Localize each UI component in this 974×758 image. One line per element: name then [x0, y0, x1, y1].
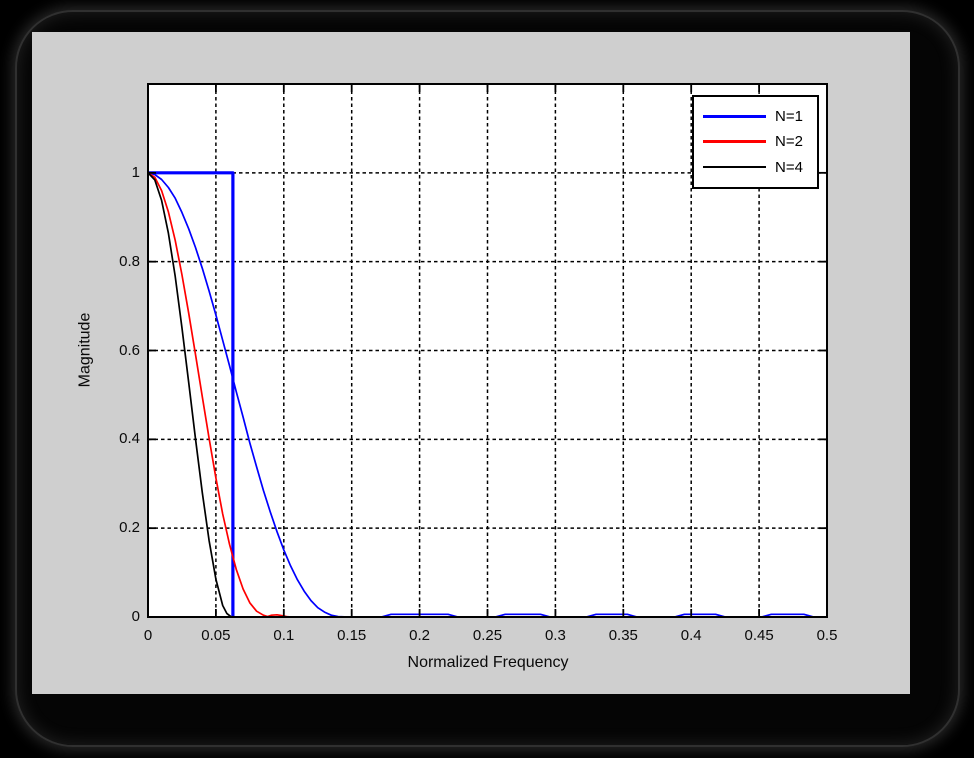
- x-tick-label: 0.05: [201, 627, 231, 644]
- legend-row: N=1: [703, 108, 813, 125]
- legend: N=1 N=2 N=4: [692, 95, 819, 189]
- y-tick-label: 0.8: [119, 252, 140, 270]
- x-tick-label: 0.25: [472, 627, 503, 644]
- x-tick-label: 0.1: [273, 627, 295, 644]
- series-N=2: [147, 172, 291, 618]
- legend-row: N=4: [703, 159, 813, 176]
- y-tick-label: 1: [131, 163, 140, 181]
- y-tick-label: 0.6: [119, 341, 140, 359]
- x-tick-label: 0.45: [744, 627, 774, 644]
- series-ideal-brickwall-filter: [148, 171, 235, 617]
- x-tick-label: 0.2: [409, 627, 431, 644]
- series-N=4: [147, 172, 237, 618]
- legend-label: N=2: [775, 133, 803, 151]
- x-tick-label: 0.3: [544, 627, 566, 644]
- legend-label: N=1: [775, 108, 803, 126]
- y-tick-label: 0: [131, 608, 140, 625]
- figure-area: 0 0.2 0.4 0.6 0.8 1 0 0.05 0.1 0.15 0.2 …: [32, 32, 910, 694]
- y-tick-label: 0.4: [119, 430, 140, 448]
- x-tick-label: 0.35: [608, 627, 638, 644]
- y-axis-label: Magnitude: [76, 312, 94, 388]
- x-tick-label: 0.5: [816, 627, 838, 644]
- x-tick-label: 0: [143, 627, 153, 644]
- y-tick-label: 0.2: [119, 519, 140, 537]
- legend-swatch: [703, 166, 766, 169]
- x-tick-label: 0.15: [337, 627, 367, 644]
- x-tick-label: 0.4: [680, 627, 702, 644]
- legend-row: N=2: [703, 133, 813, 150]
- x-axis-label: Normalized Frequency: [407, 654, 569, 671]
- legend-swatch: [703, 140, 766, 144]
- legend-label: N=4: [775, 158, 803, 176]
- legend-swatch: [703, 115, 766, 119]
